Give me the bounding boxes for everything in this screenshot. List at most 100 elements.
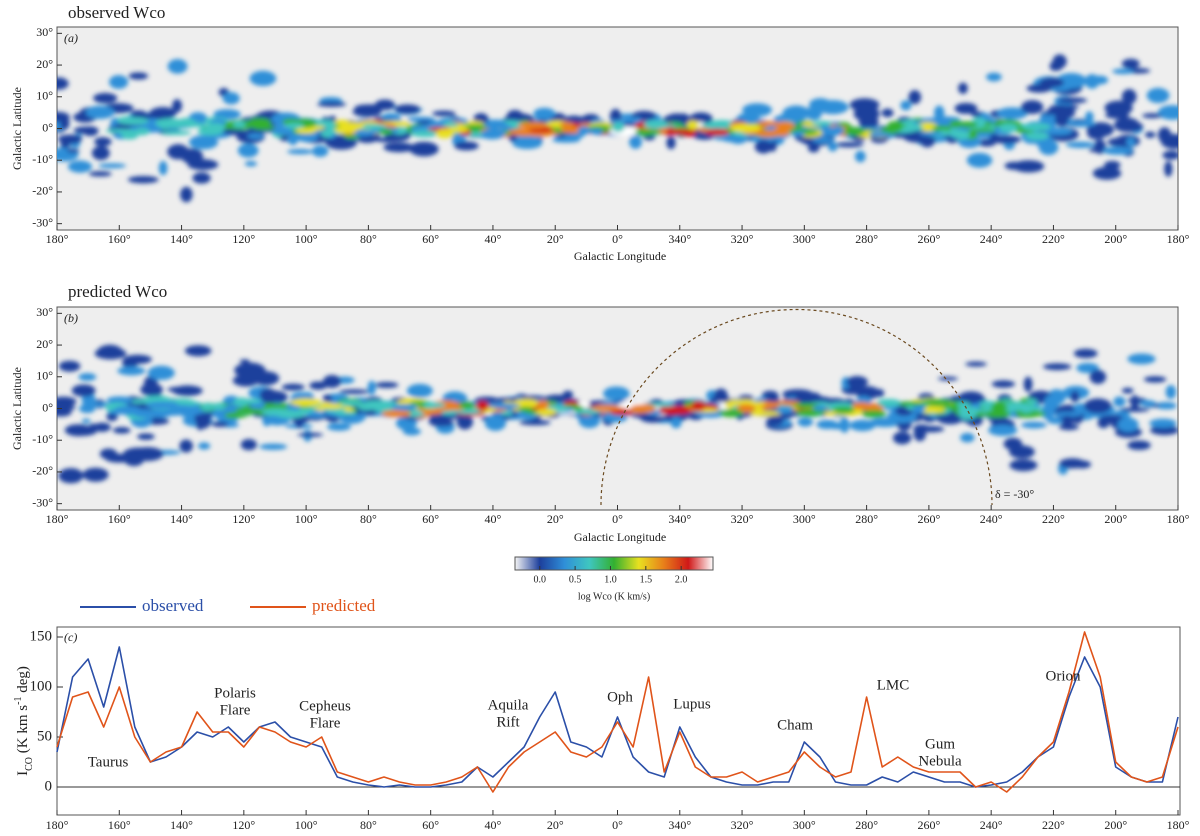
map-band bbox=[912, 403, 926, 414]
map-band bbox=[212, 409, 226, 419]
map-band bbox=[318, 403, 345, 410]
map-title: predicted Wco bbox=[68, 282, 167, 301]
colorbar-tick-label: 2.0 bbox=[675, 574, 688, 585]
map-band bbox=[391, 404, 419, 411]
annotation: Polaris bbox=[214, 685, 256, 701]
x-tick-label: 300° bbox=[793, 512, 816, 526]
annotation: Nebula bbox=[918, 753, 962, 769]
map-blob bbox=[1130, 394, 1139, 411]
map-blob bbox=[1085, 111, 1094, 124]
map-band bbox=[458, 401, 475, 410]
declination-line bbox=[600, 308, 993, 506]
map-blob bbox=[1113, 396, 1126, 407]
panel-label: (a) bbox=[64, 31, 78, 45]
map-blob bbox=[374, 137, 400, 143]
map-blob bbox=[811, 137, 835, 144]
map-blob bbox=[854, 150, 866, 163]
map-blob bbox=[60, 115, 70, 130]
map-blob bbox=[311, 145, 329, 157]
map-band bbox=[812, 405, 827, 411]
x-tick-label: 80° bbox=[360, 818, 377, 832]
map-band bbox=[861, 410, 887, 418]
y-tick-label: 30° bbox=[36, 25, 53, 39]
map-blob bbox=[109, 75, 129, 89]
map-blob bbox=[1091, 75, 1109, 85]
map-blob bbox=[57, 134, 83, 144]
map-blob bbox=[71, 384, 96, 397]
y-tick-label: 0° bbox=[42, 400, 53, 414]
map-blob bbox=[305, 412, 328, 418]
map-blob bbox=[432, 110, 456, 117]
y-tick-label: -30° bbox=[32, 495, 53, 509]
map-band bbox=[956, 401, 970, 409]
x-tick-label: 140° bbox=[170, 818, 193, 832]
map-band bbox=[201, 402, 214, 411]
map-blob bbox=[1003, 437, 1023, 451]
map-band bbox=[984, 410, 1011, 418]
map-blob bbox=[670, 416, 682, 429]
y-tick-label: -10° bbox=[32, 152, 53, 166]
map-blob bbox=[85, 105, 115, 120]
map-blob bbox=[106, 412, 118, 422]
colorbar-tick-label: 0.5 bbox=[569, 574, 582, 585]
map-band bbox=[105, 128, 137, 133]
map-band bbox=[381, 409, 411, 418]
map-blob bbox=[913, 424, 930, 433]
map-band bbox=[577, 126, 591, 135]
map-blob bbox=[172, 99, 183, 113]
map-band bbox=[634, 129, 661, 135]
map-blob bbox=[249, 70, 277, 87]
map-blob bbox=[666, 136, 676, 150]
map-blob bbox=[197, 414, 211, 429]
map-blob bbox=[603, 386, 630, 401]
map-blob bbox=[853, 106, 880, 122]
map-band bbox=[421, 409, 443, 415]
map-band bbox=[378, 128, 394, 135]
x-tick-label: 180° bbox=[1167, 818, 1190, 832]
map-band bbox=[118, 117, 149, 125]
colorbar bbox=[514, 556, 714, 571]
map-band bbox=[251, 124, 275, 131]
map-blob bbox=[82, 126, 99, 137]
map-blob bbox=[827, 141, 838, 152]
x-tick-label: 320° bbox=[731, 512, 754, 526]
annotation: Cepheus bbox=[299, 698, 351, 714]
map-blob bbox=[247, 133, 264, 139]
map-band bbox=[518, 406, 534, 412]
map-blob bbox=[1084, 398, 1112, 414]
map-blob bbox=[1023, 376, 1033, 392]
colorbar-tick-label: 1.5 bbox=[640, 574, 653, 585]
x-tick-label: 280° bbox=[855, 232, 878, 246]
map-blob bbox=[374, 99, 396, 111]
map-image bbox=[57, 344, 1178, 484]
map-band bbox=[134, 127, 150, 136]
map-blob bbox=[78, 373, 97, 381]
x-tick-label: 140° bbox=[170, 232, 193, 246]
map-blob bbox=[147, 365, 175, 381]
map-blob bbox=[1065, 141, 1096, 148]
map-blob bbox=[1114, 121, 1144, 133]
y-axis-label: ICO (K km s-1 deg) bbox=[13, 666, 35, 776]
map-blob bbox=[991, 380, 1016, 388]
map-band bbox=[1025, 399, 1038, 404]
x-tick-label: 340° bbox=[668, 512, 691, 526]
y-tick-label: 0 bbox=[45, 778, 53, 794]
y-axis-label: Galactic Latitude bbox=[10, 87, 24, 170]
map-band bbox=[852, 402, 871, 410]
map-blob bbox=[817, 100, 849, 115]
map-band bbox=[589, 128, 603, 135]
map-blob bbox=[98, 163, 127, 169]
legend-label: predicted bbox=[312, 596, 376, 615]
map-blob bbox=[937, 376, 958, 381]
map-band bbox=[643, 120, 669, 130]
annotation: Flare bbox=[310, 715, 341, 731]
x-tick-label: 280° bbox=[855, 512, 878, 526]
map-blob bbox=[1043, 363, 1072, 371]
y-axis-label: Galactic Latitude bbox=[10, 367, 24, 450]
map-blob bbox=[1061, 415, 1074, 428]
map-blob bbox=[117, 366, 146, 376]
x-tick-label: 80° bbox=[360, 232, 377, 246]
map-blob bbox=[1144, 131, 1156, 138]
map-blob bbox=[958, 82, 968, 94]
map-band bbox=[160, 130, 192, 136]
